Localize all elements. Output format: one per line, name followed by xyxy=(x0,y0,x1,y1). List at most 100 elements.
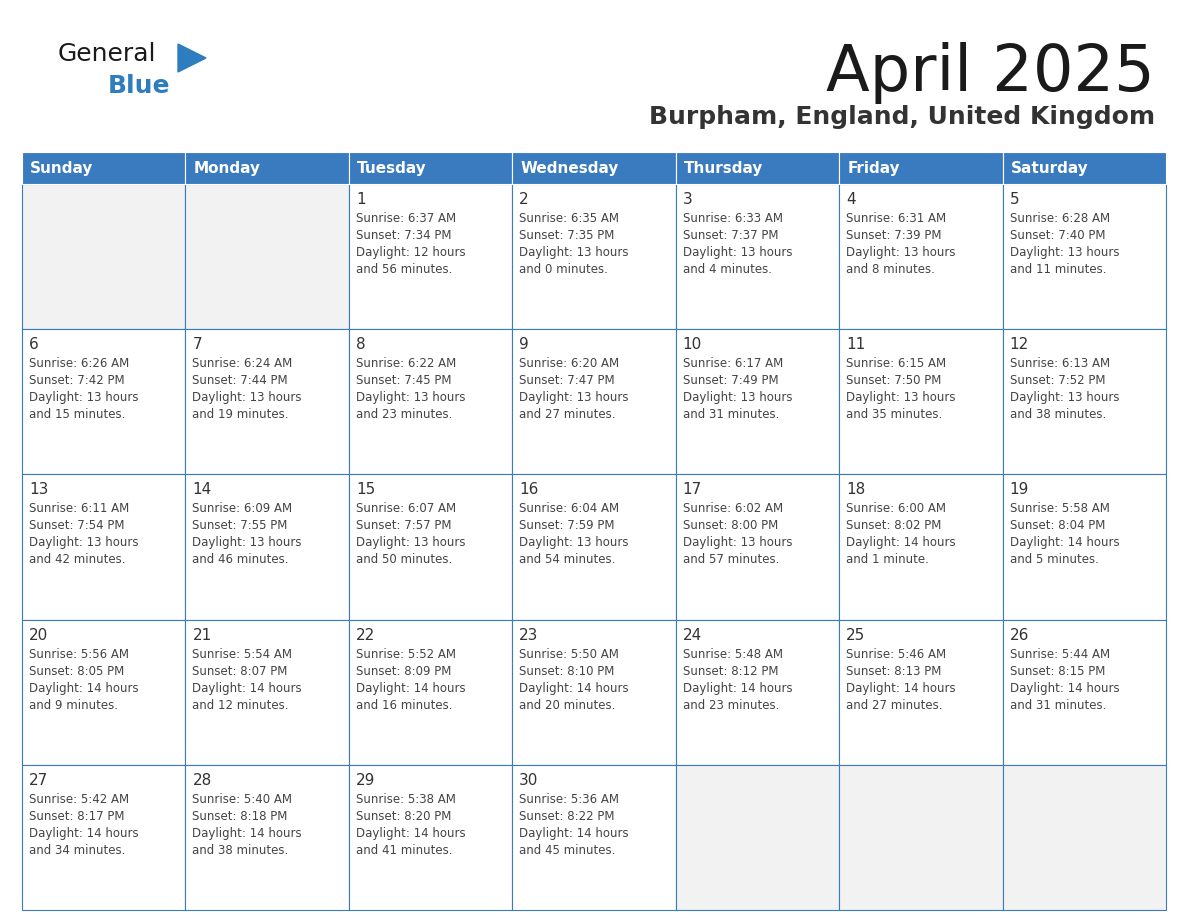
Bar xyxy=(839,475,1003,620)
Bar xyxy=(512,765,676,910)
Text: 4: 4 xyxy=(846,192,855,207)
Text: 25: 25 xyxy=(846,628,865,643)
Bar xyxy=(676,765,839,910)
Text: 18: 18 xyxy=(846,482,865,498)
Bar xyxy=(185,184,349,330)
Bar xyxy=(185,152,349,184)
Text: Sunrise: 5:52 AM
Sunset: 8:09 PM
Daylight: 14 hours
and 16 minutes.: Sunrise: 5:52 AM Sunset: 8:09 PM Dayligh… xyxy=(356,647,466,711)
Bar xyxy=(839,330,1003,475)
Text: Sunrise: 5:40 AM
Sunset: 8:18 PM
Daylight: 14 hours
and 38 minutes.: Sunrise: 5:40 AM Sunset: 8:18 PM Dayligh… xyxy=(192,793,302,856)
Text: 7: 7 xyxy=(192,337,202,353)
Text: 13: 13 xyxy=(29,482,49,498)
Text: Sunrise: 6:02 AM
Sunset: 8:00 PM
Daylight: 13 hours
and 57 minutes.: Sunrise: 6:02 AM Sunset: 8:00 PM Dayligh… xyxy=(683,502,792,566)
Text: Sunrise: 6:28 AM
Sunset: 7:40 PM
Daylight: 13 hours
and 11 minutes.: Sunrise: 6:28 AM Sunset: 7:40 PM Dayligh… xyxy=(1010,212,1119,276)
Text: Sunrise: 6:15 AM
Sunset: 7:50 PM
Daylight: 13 hours
and 35 minutes.: Sunrise: 6:15 AM Sunset: 7:50 PM Dayligh… xyxy=(846,357,955,421)
Bar xyxy=(676,184,839,330)
Bar xyxy=(839,765,1003,910)
Text: 30: 30 xyxy=(519,773,538,788)
Text: Wednesday: Wednesday xyxy=(520,161,619,175)
Bar xyxy=(185,765,349,910)
Text: Sunrise: 6:24 AM
Sunset: 7:44 PM
Daylight: 13 hours
and 19 minutes.: Sunrise: 6:24 AM Sunset: 7:44 PM Dayligh… xyxy=(192,357,302,421)
Text: 1: 1 xyxy=(356,192,366,207)
Text: Thursday: Thursday xyxy=(684,161,763,175)
Text: 9: 9 xyxy=(519,337,529,353)
Text: Friday: Friday xyxy=(847,161,899,175)
Bar xyxy=(185,475,349,620)
Text: Sunrise: 5:58 AM
Sunset: 8:04 PM
Daylight: 14 hours
and 5 minutes.: Sunrise: 5:58 AM Sunset: 8:04 PM Dayligh… xyxy=(1010,502,1119,566)
Text: 12: 12 xyxy=(1010,337,1029,353)
Text: 21: 21 xyxy=(192,628,211,643)
Text: 5: 5 xyxy=(1010,192,1019,207)
Bar xyxy=(185,620,349,765)
Text: Sunrise: 6:17 AM
Sunset: 7:49 PM
Daylight: 13 hours
and 31 minutes.: Sunrise: 6:17 AM Sunset: 7:49 PM Dayligh… xyxy=(683,357,792,421)
Text: Saturday: Saturday xyxy=(1011,161,1088,175)
Text: Sunrise: 6:13 AM
Sunset: 7:52 PM
Daylight: 13 hours
and 38 minutes.: Sunrise: 6:13 AM Sunset: 7:52 PM Dayligh… xyxy=(1010,357,1119,421)
Text: Sunrise: 5:56 AM
Sunset: 8:05 PM
Daylight: 14 hours
and 9 minutes.: Sunrise: 5:56 AM Sunset: 8:05 PM Dayligh… xyxy=(29,647,139,711)
Bar xyxy=(349,475,512,620)
Text: 6: 6 xyxy=(29,337,39,353)
Text: Sunrise: 6:20 AM
Sunset: 7:47 PM
Daylight: 13 hours
and 27 minutes.: Sunrise: 6:20 AM Sunset: 7:47 PM Dayligh… xyxy=(519,357,628,421)
Text: 28: 28 xyxy=(192,773,211,788)
Bar xyxy=(676,475,839,620)
Bar xyxy=(512,330,676,475)
Text: 15: 15 xyxy=(356,482,375,498)
Text: Sunrise: 5:48 AM
Sunset: 8:12 PM
Daylight: 14 hours
and 23 minutes.: Sunrise: 5:48 AM Sunset: 8:12 PM Dayligh… xyxy=(683,647,792,711)
Bar xyxy=(349,152,512,184)
Text: Sunrise: 6:35 AM
Sunset: 7:35 PM
Daylight: 13 hours
and 0 minutes.: Sunrise: 6:35 AM Sunset: 7:35 PM Dayligh… xyxy=(519,212,628,276)
Text: 22: 22 xyxy=(356,628,375,643)
Bar xyxy=(1003,475,1165,620)
Bar xyxy=(512,184,676,330)
Text: 3: 3 xyxy=(683,192,693,207)
Text: 17: 17 xyxy=(683,482,702,498)
Text: Sunrise: 6:22 AM
Sunset: 7:45 PM
Daylight: 13 hours
and 23 minutes.: Sunrise: 6:22 AM Sunset: 7:45 PM Dayligh… xyxy=(356,357,466,421)
Bar xyxy=(349,620,512,765)
Bar xyxy=(349,330,512,475)
Text: Sunday: Sunday xyxy=(30,161,94,175)
Text: 29: 29 xyxy=(356,773,375,788)
Bar xyxy=(839,152,1003,184)
Text: Burpham, England, United Kingdom: Burpham, England, United Kingdom xyxy=(649,105,1155,129)
Bar xyxy=(349,765,512,910)
Text: Sunrise: 6:11 AM
Sunset: 7:54 PM
Daylight: 13 hours
and 42 minutes.: Sunrise: 6:11 AM Sunset: 7:54 PM Dayligh… xyxy=(29,502,139,566)
Bar xyxy=(1003,765,1165,910)
Bar xyxy=(839,620,1003,765)
Text: Sunrise: 5:42 AM
Sunset: 8:17 PM
Daylight: 14 hours
and 34 minutes.: Sunrise: 5:42 AM Sunset: 8:17 PM Dayligh… xyxy=(29,793,139,856)
Bar xyxy=(185,330,349,475)
Text: 19: 19 xyxy=(1010,482,1029,498)
Text: 27: 27 xyxy=(29,773,49,788)
Bar xyxy=(676,330,839,475)
Text: General: General xyxy=(58,42,157,66)
Text: Sunrise: 5:46 AM
Sunset: 8:13 PM
Daylight: 14 hours
and 27 minutes.: Sunrise: 5:46 AM Sunset: 8:13 PM Dayligh… xyxy=(846,647,956,711)
Bar xyxy=(23,184,185,330)
Text: 16: 16 xyxy=(519,482,538,498)
Bar xyxy=(23,765,185,910)
Text: Sunrise: 6:09 AM
Sunset: 7:55 PM
Daylight: 13 hours
and 46 minutes.: Sunrise: 6:09 AM Sunset: 7:55 PM Dayligh… xyxy=(192,502,302,566)
Text: Sunrise: 5:44 AM
Sunset: 8:15 PM
Daylight: 14 hours
and 31 minutes.: Sunrise: 5:44 AM Sunset: 8:15 PM Dayligh… xyxy=(1010,647,1119,711)
Bar xyxy=(23,330,185,475)
Text: Sunrise: 6:26 AM
Sunset: 7:42 PM
Daylight: 13 hours
and 15 minutes.: Sunrise: 6:26 AM Sunset: 7:42 PM Dayligh… xyxy=(29,357,139,421)
Text: Sunrise: 5:50 AM
Sunset: 8:10 PM
Daylight: 14 hours
and 20 minutes.: Sunrise: 5:50 AM Sunset: 8:10 PM Dayligh… xyxy=(519,647,628,711)
Bar xyxy=(23,152,185,184)
Bar xyxy=(676,152,839,184)
Text: Sunrise: 5:38 AM
Sunset: 8:20 PM
Daylight: 14 hours
and 41 minutes.: Sunrise: 5:38 AM Sunset: 8:20 PM Dayligh… xyxy=(356,793,466,856)
Text: Sunrise: 6:04 AM
Sunset: 7:59 PM
Daylight: 13 hours
and 54 minutes.: Sunrise: 6:04 AM Sunset: 7:59 PM Dayligh… xyxy=(519,502,628,566)
Polygon shape xyxy=(178,44,206,72)
Text: Sunrise: 6:33 AM
Sunset: 7:37 PM
Daylight: 13 hours
and 4 minutes.: Sunrise: 6:33 AM Sunset: 7:37 PM Dayligh… xyxy=(683,212,792,276)
Bar xyxy=(512,620,676,765)
Bar xyxy=(1003,330,1165,475)
Text: April 2025: April 2025 xyxy=(826,42,1155,104)
Text: Tuesday: Tuesday xyxy=(356,161,426,175)
Text: 23: 23 xyxy=(519,628,538,643)
Bar xyxy=(1003,152,1165,184)
Text: Sunrise: 6:00 AM
Sunset: 8:02 PM
Daylight: 14 hours
and 1 minute.: Sunrise: 6:00 AM Sunset: 8:02 PM Dayligh… xyxy=(846,502,956,566)
Text: Sunrise: 5:36 AM
Sunset: 8:22 PM
Daylight: 14 hours
and 45 minutes.: Sunrise: 5:36 AM Sunset: 8:22 PM Dayligh… xyxy=(519,793,628,856)
Text: Sunrise: 6:31 AM
Sunset: 7:39 PM
Daylight: 13 hours
and 8 minutes.: Sunrise: 6:31 AM Sunset: 7:39 PM Dayligh… xyxy=(846,212,955,276)
Text: 24: 24 xyxy=(683,628,702,643)
Bar xyxy=(1003,184,1165,330)
Bar xyxy=(23,620,185,765)
Bar xyxy=(512,475,676,620)
Bar xyxy=(349,184,512,330)
Text: Sunrise: 6:37 AM
Sunset: 7:34 PM
Daylight: 12 hours
and 56 minutes.: Sunrise: 6:37 AM Sunset: 7:34 PM Dayligh… xyxy=(356,212,466,276)
Text: 14: 14 xyxy=(192,482,211,498)
Text: Sunrise: 5:54 AM
Sunset: 8:07 PM
Daylight: 14 hours
and 12 minutes.: Sunrise: 5:54 AM Sunset: 8:07 PM Dayligh… xyxy=(192,647,302,711)
